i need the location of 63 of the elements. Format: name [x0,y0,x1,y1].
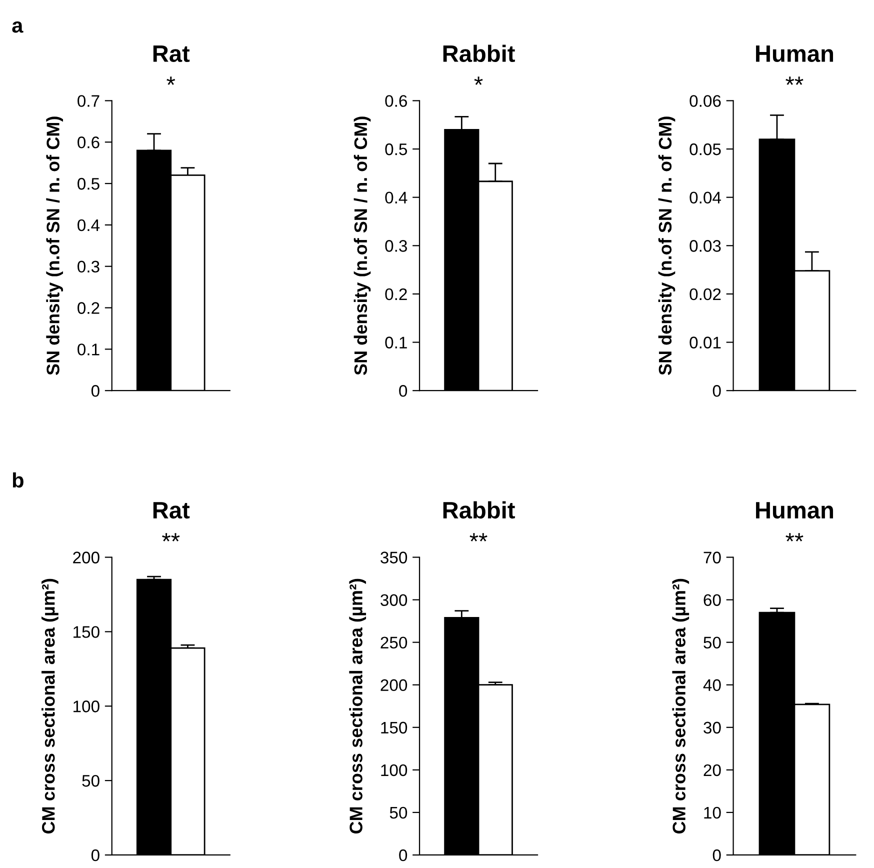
text: a [12,21,24,33]
y-tick-label: 0.4 [385,192,408,204]
y-tick-label: 0.04 [690,192,721,204]
y-tick-label: 0.06 [690,95,721,107]
text: ** [162,533,180,542]
y-tick-label: 70 [704,552,721,564]
y-tick-label: 150 [381,722,408,734]
chart-title: Rat [153,46,190,62]
y-tick-label: 10 [704,806,721,819]
y-tick-label: 150 [74,626,100,638]
y-tick-label: 20 [704,764,721,776]
y-tick-label: 0 [399,385,408,397]
y-axis-title: CM cross sectional area (µm²) [672,578,690,834]
y-tick-label: 0.01 [690,336,721,348]
y-tick-label: 0.5 [78,178,100,190]
y-axis-title: SN density (n.of SN / n. of CM) [46,116,64,376]
y-tick-label: 300 [380,594,408,606]
y-tick-label: 0.1 [385,336,407,348]
y-tick-label: 350 [380,552,408,564]
text: ** [786,533,804,542]
y-tick-label: 0.7 [78,95,100,107]
y-tick-label: 0.2 [78,302,100,314]
y-tick-label: 0.05 [690,143,721,156]
y-tick-label: 40 [703,679,721,692]
y-tick-label: 0.5 [385,143,408,156]
y-axis-title: CM cross sectional area (µm²) [42,578,58,834]
y-axis-title: CM cross sectional area (µm²) [349,578,366,834]
y-axis-title: SN density (n.of SN / n. of CM) [658,116,676,376]
y-tick-label: 0.4 [78,219,100,232]
y-tick-label: 0.03 [690,240,721,252]
y-tick-label: 0 [712,849,721,862]
y-tick-label: 0 [91,385,100,397]
y-tick-label: 0.6 [385,95,407,107]
y-tick-label: 250 [380,636,408,649]
y-tick-label: 100 [74,700,100,712]
y-tick-label: 30 [704,722,721,734]
chart-title: Rabbit [443,44,515,62]
text: ** [470,533,488,542]
y-tick-label: 100 [381,764,408,776]
chart-title: Rat [153,502,190,519]
chart-title: Human [756,502,834,519]
y-tick-label: 0 [712,385,721,397]
y-tick-label: 50 [704,636,721,649]
y-tick-label: 0.3 [385,240,407,252]
y-tick-label: 0 [91,849,100,862]
y-axis-title: SN density (n.of SN / n. of CM) [354,116,371,376]
y-tick-label: 0 [399,849,408,862]
y-tick-label: 0.02 [690,288,721,300]
y-tick-label: 0.6 [78,136,100,148]
y-tick-label: 60 [704,594,721,606]
text: ** [786,76,804,85]
chart-title: Human [756,46,834,62]
text: b [12,472,24,488]
y-tick-label: 50 [390,806,408,819]
y-tick-label: 50 [82,774,100,787]
y-tick-label: 200 [380,679,408,692]
text: * [166,76,176,85]
text: * [474,76,483,85]
y-tick-label: 200 [73,552,100,564]
chart-title: Rabbit [443,501,515,519]
y-tick-label: 0.3 [78,260,100,273]
y-tick-label: 0.2 [385,288,407,300]
y-tick-label: 0.1 [78,344,100,356]
